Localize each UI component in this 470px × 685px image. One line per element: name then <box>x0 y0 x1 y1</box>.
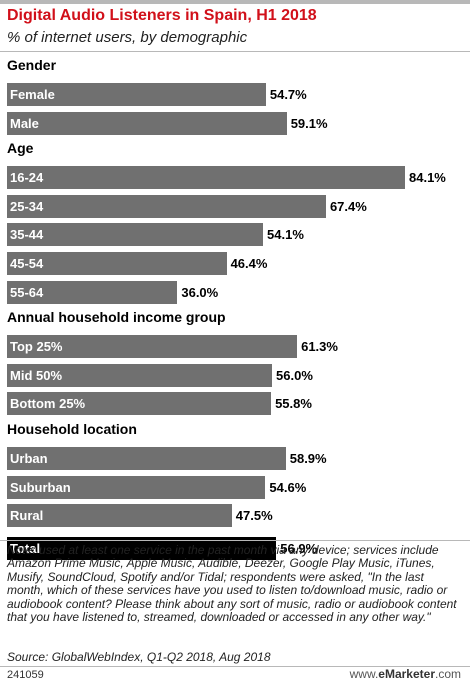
brand-name: eMarketer <box>378 667 435 681</box>
category-label: Female <box>10 87 55 102</box>
data-label: 54.6% <box>269 479 307 495</box>
data-label: 58.9% <box>289 451 327 466</box>
category-label: Mid 50% <box>10 367 63 383</box>
chart-note: Note: used at least one service in the p… <box>7 543 457 625</box>
category-label: Male <box>10 115 39 131</box>
category-label: Urban <box>10 451 48 466</box>
bar <box>7 447 286 470</box>
data-label: 55.8% <box>275 396 312 412</box>
category-label: Top 25% <box>10 339 63 355</box>
data-label: 54.7% <box>269 87 307 102</box>
category-label: 45-54 <box>10 256 44 271</box>
bar <box>7 194 326 218</box>
brand-logo: www.eMarketer.com <box>350 667 461 681</box>
category-label: Rural <box>10 508 44 524</box>
bar <box>7 223 264 247</box>
bar <box>7 504 232 528</box>
brand-prefix: www. <box>349 667 379 681</box>
data-label: 56.9% <box>280 540 318 556</box>
group-header: Gender <box>7 57 57 73</box>
bar <box>7 363 273 387</box>
chart-title: Digital Audio Listeners in Spain, H1 201… <box>7 7 317 24</box>
chart-id: 241059 <box>7 669 44 681</box>
chart-source: Source: GlobalWebIndex, Q1-Q2 2018, Aug … <box>7 650 271 664</box>
category-label: Suburban <box>10 479 71 495</box>
data-label: 46.4% <box>230 256 268 271</box>
category-label: 16-24 <box>10 170 44 186</box>
top-rule <box>0 0 470 4</box>
brand-suffix: .com <box>434 667 461 681</box>
group-header: Household location <box>7 421 137 437</box>
bar <box>7 392 272 416</box>
data-label: 59.1% <box>290 115 328 131</box>
category-label: 55-64 <box>10 284 44 300</box>
bar <box>7 166 405 190</box>
data-label: 47.5% <box>235 508 273 524</box>
footer-rule <box>0 666 470 667</box>
category-label: Bottom 25% <box>10 396 86 412</box>
data-label: 54.1% <box>267 227 304 243</box>
bar-chart: Gender Female 54.7% Male 59.1% Age 16-24 84.1% 2… <box>0 56 470 560</box>
data-label: 84.1% <box>409 170 446 186</box>
group-header: Age <box>7 140 34 157</box>
bar <box>7 252 227 275</box>
bar <box>7 475 266 499</box>
category-label: Total <box>10 540 41 556</box>
bar <box>7 280 178 304</box>
bar <box>7 335 298 359</box>
category-label: 35-44 <box>10 227 44 243</box>
data-label: 67.4% <box>329 198 367 214</box>
data-label: 36.0% <box>181 284 219 300</box>
group-header: Annual household income group <box>7 309 226 326</box>
title-rule <box>0 51 470 52</box>
data-label: 61.3% <box>301 339 338 355</box>
category-label: 25-34 <box>10 198 44 214</box>
chart-subtitle: % of internet users, by demographic <box>7 29 248 46</box>
bar <box>7 536 277 560</box>
bar <box>7 83 266 106</box>
bar <box>7 111 287 135</box>
note-rule <box>0 540 470 541</box>
data-label: 56.0% <box>276 367 313 383</box>
